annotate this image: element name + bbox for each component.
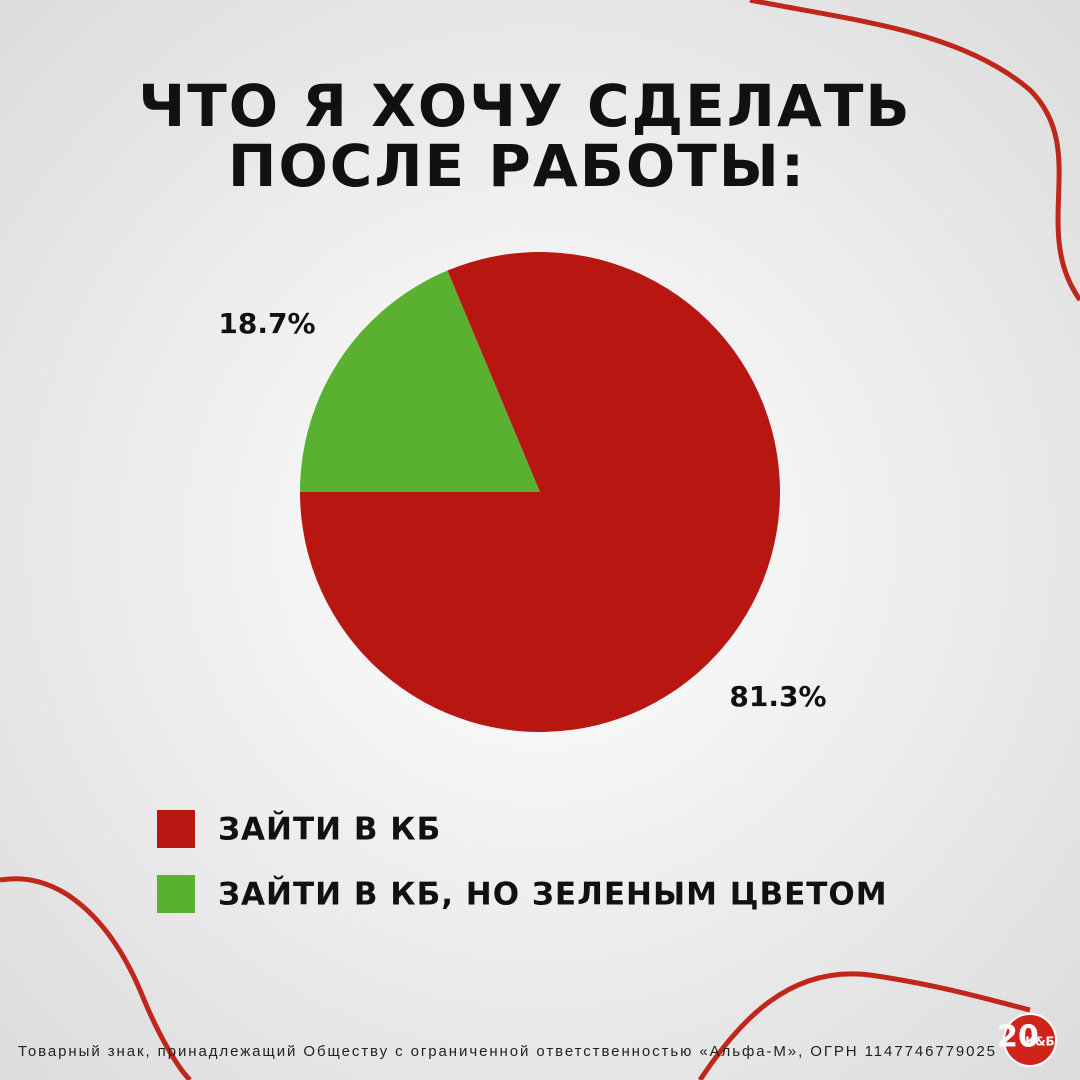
decor-curve <box>749 0 1080 302</box>
logo-number: 20 <box>997 1020 1039 1055</box>
logo <box>1003 1013 1057 1067</box>
legend-label: ЗАЙТИ В КБ, НО ЗЕЛЕНЫМ ЦВЕТОМ <box>218 877 888 913</box>
chart-title: ЧТО Я ХОЧУ СДЕЛАТЬ <box>138 72 911 140</box>
legend: ЗАЙТИ В КБ ЗАЙТИ В КБ, НО ЗЕЛЕНЫМ ЦВЕТОМ <box>157 810 888 913</box>
legend-swatch <box>157 810 195 848</box>
pie: 81.3% 18.7% <box>218 252 827 732</box>
legend-swatch <box>157 875 195 913</box>
pie-slice <box>300 270 540 492</box>
chart-title: ПОСЛЕ РАБОТЫ: <box>228 132 806 200</box>
decor-curve <box>0 876 192 1080</box>
decor-curve <box>697 971 1031 1080</box>
data-label: 18.7% <box>218 307 315 340</box>
pie-slice <box>300 252 780 732</box>
legend-label: ЗАЙТИ В КБ <box>218 812 441 848</box>
data-label: 81.3% <box>729 680 826 713</box>
logo-text: К&Б <box>1025 1035 1054 1049</box>
footer: Товарный знак, принадлежащий Обществу с … <box>18 1043 995 1060</box>
